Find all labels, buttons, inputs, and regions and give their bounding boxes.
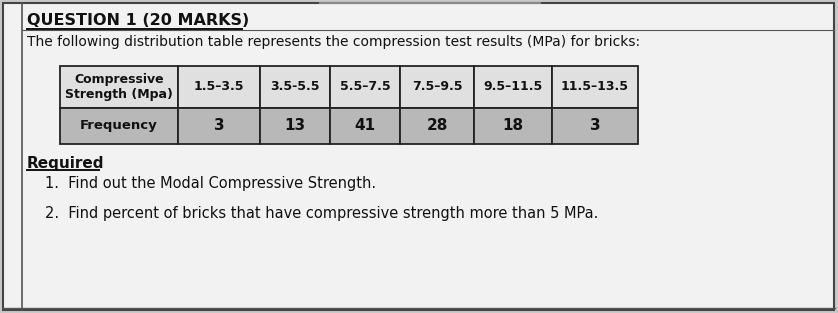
Text: QUESTION 1 (20 MARKS): QUESTION 1 (20 MARKS): [27, 13, 249, 28]
Bar: [400, 66, 474, 108]
Bar: [552, 108, 638, 144]
Text: 9.5–11.5: 9.5–11.5: [484, 80, 543, 94]
Bar: [474, 108, 552, 144]
Bar: [178, 66, 260, 108]
Bar: [60, 108, 178, 144]
Text: 3: 3: [214, 119, 225, 134]
Text: Frequency: Frequency: [80, 120, 158, 132]
Text: 2.  Find percent of bricks that have compressive strength more than 5 MPa.: 2. Find percent of bricks that have comp…: [45, 206, 598, 221]
Bar: [400, 108, 474, 144]
Bar: [552, 66, 638, 108]
Text: The following distribution table represents the compression test results (MPa) f: The following distribution table represe…: [27, 35, 640, 49]
Bar: [260, 66, 330, 108]
Text: 1.5–3.5: 1.5–3.5: [194, 80, 244, 94]
Text: 3.5-5.5: 3.5-5.5: [270, 80, 320, 94]
Bar: [330, 108, 400, 144]
Bar: [260, 108, 330, 144]
Text: 5.5–7.5: 5.5–7.5: [339, 80, 391, 94]
Bar: [178, 108, 260, 144]
Text: 13: 13: [284, 119, 306, 134]
Bar: [474, 66, 552, 108]
Text: 18: 18: [503, 119, 524, 134]
Bar: [60, 66, 178, 108]
Text: 7.5–9.5: 7.5–9.5: [411, 80, 463, 94]
Text: 11.5–13.5: 11.5–13.5: [561, 80, 629, 94]
Text: 41: 41: [354, 119, 375, 134]
Text: Required: Required: [27, 156, 105, 171]
Bar: [330, 66, 400, 108]
Text: Compressive
Strength (Mpa): Compressive Strength (Mpa): [65, 73, 173, 101]
Text: 28: 28: [427, 119, 447, 134]
Text: 3: 3: [590, 119, 600, 134]
Text: 1.  Find out the Modal Compressive Strength.: 1. Find out the Modal Compressive Streng…: [45, 176, 376, 191]
